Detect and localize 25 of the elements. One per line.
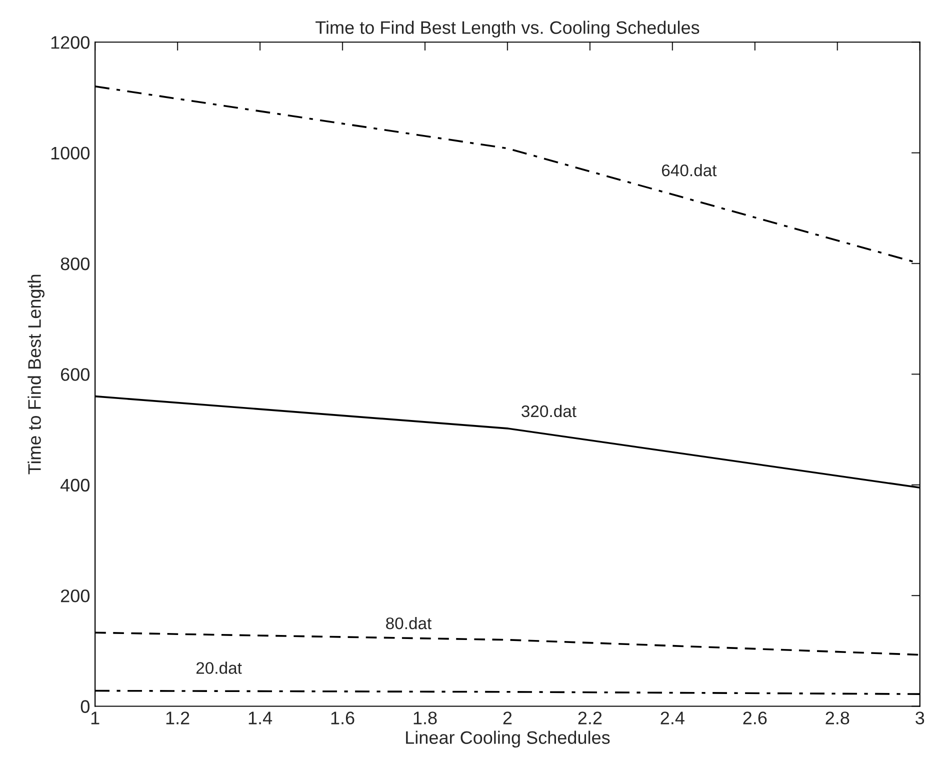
- y-tick-label: 800: [60, 257, 90, 270]
- series-label: 640.dat: [662, 164, 717, 176]
- x-tick-label: 2.4: [660, 712, 684, 724]
- chart-title: Time to Find Best Length vs. Cooling Schedules: [316, 20, 700, 38]
- x-tick-label: 2: [503, 712, 512, 724]
- y-tick-label: 600: [61, 368, 90, 381]
- x-tick-label: 1.6: [331, 712, 354, 724]
- x-tick-label: 1: [91, 712, 100, 724]
- y-tick-label: 0: [80, 700, 90, 713]
- x-tick-label: 1.8: [414, 712, 437, 724]
- y-tick-label: 400: [60, 478, 90, 492]
- y-tick-label: 1000: [51, 146, 90, 160]
- x-tick-label: 1.4: [248, 712, 272, 724]
- y-axis-title: Time to Find Best Length: [28, 274, 44, 474]
- series-label: 80.dat: [386, 617, 432, 630]
- x-tick-label: 2.2: [578, 712, 602, 724]
- series-label: 20.dat: [196, 662, 242, 674]
- y-tick-label: 200: [60, 590, 90, 602]
- x-tick-label: 2.8: [826, 712, 850, 724]
- x-tick-label: 2.6: [743, 712, 767, 724]
- x-tick-label: 3: [916, 712, 924, 724]
- x-tick-label: 1.2: [166, 712, 190, 724]
- series-label: 320.dat: [522, 404, 576, 418]
- y-tick-label: 1200: [51, 36, 90, 49]
- x-axis-title: Linear Cooling Schedules: [406, 730, 610, 748]
